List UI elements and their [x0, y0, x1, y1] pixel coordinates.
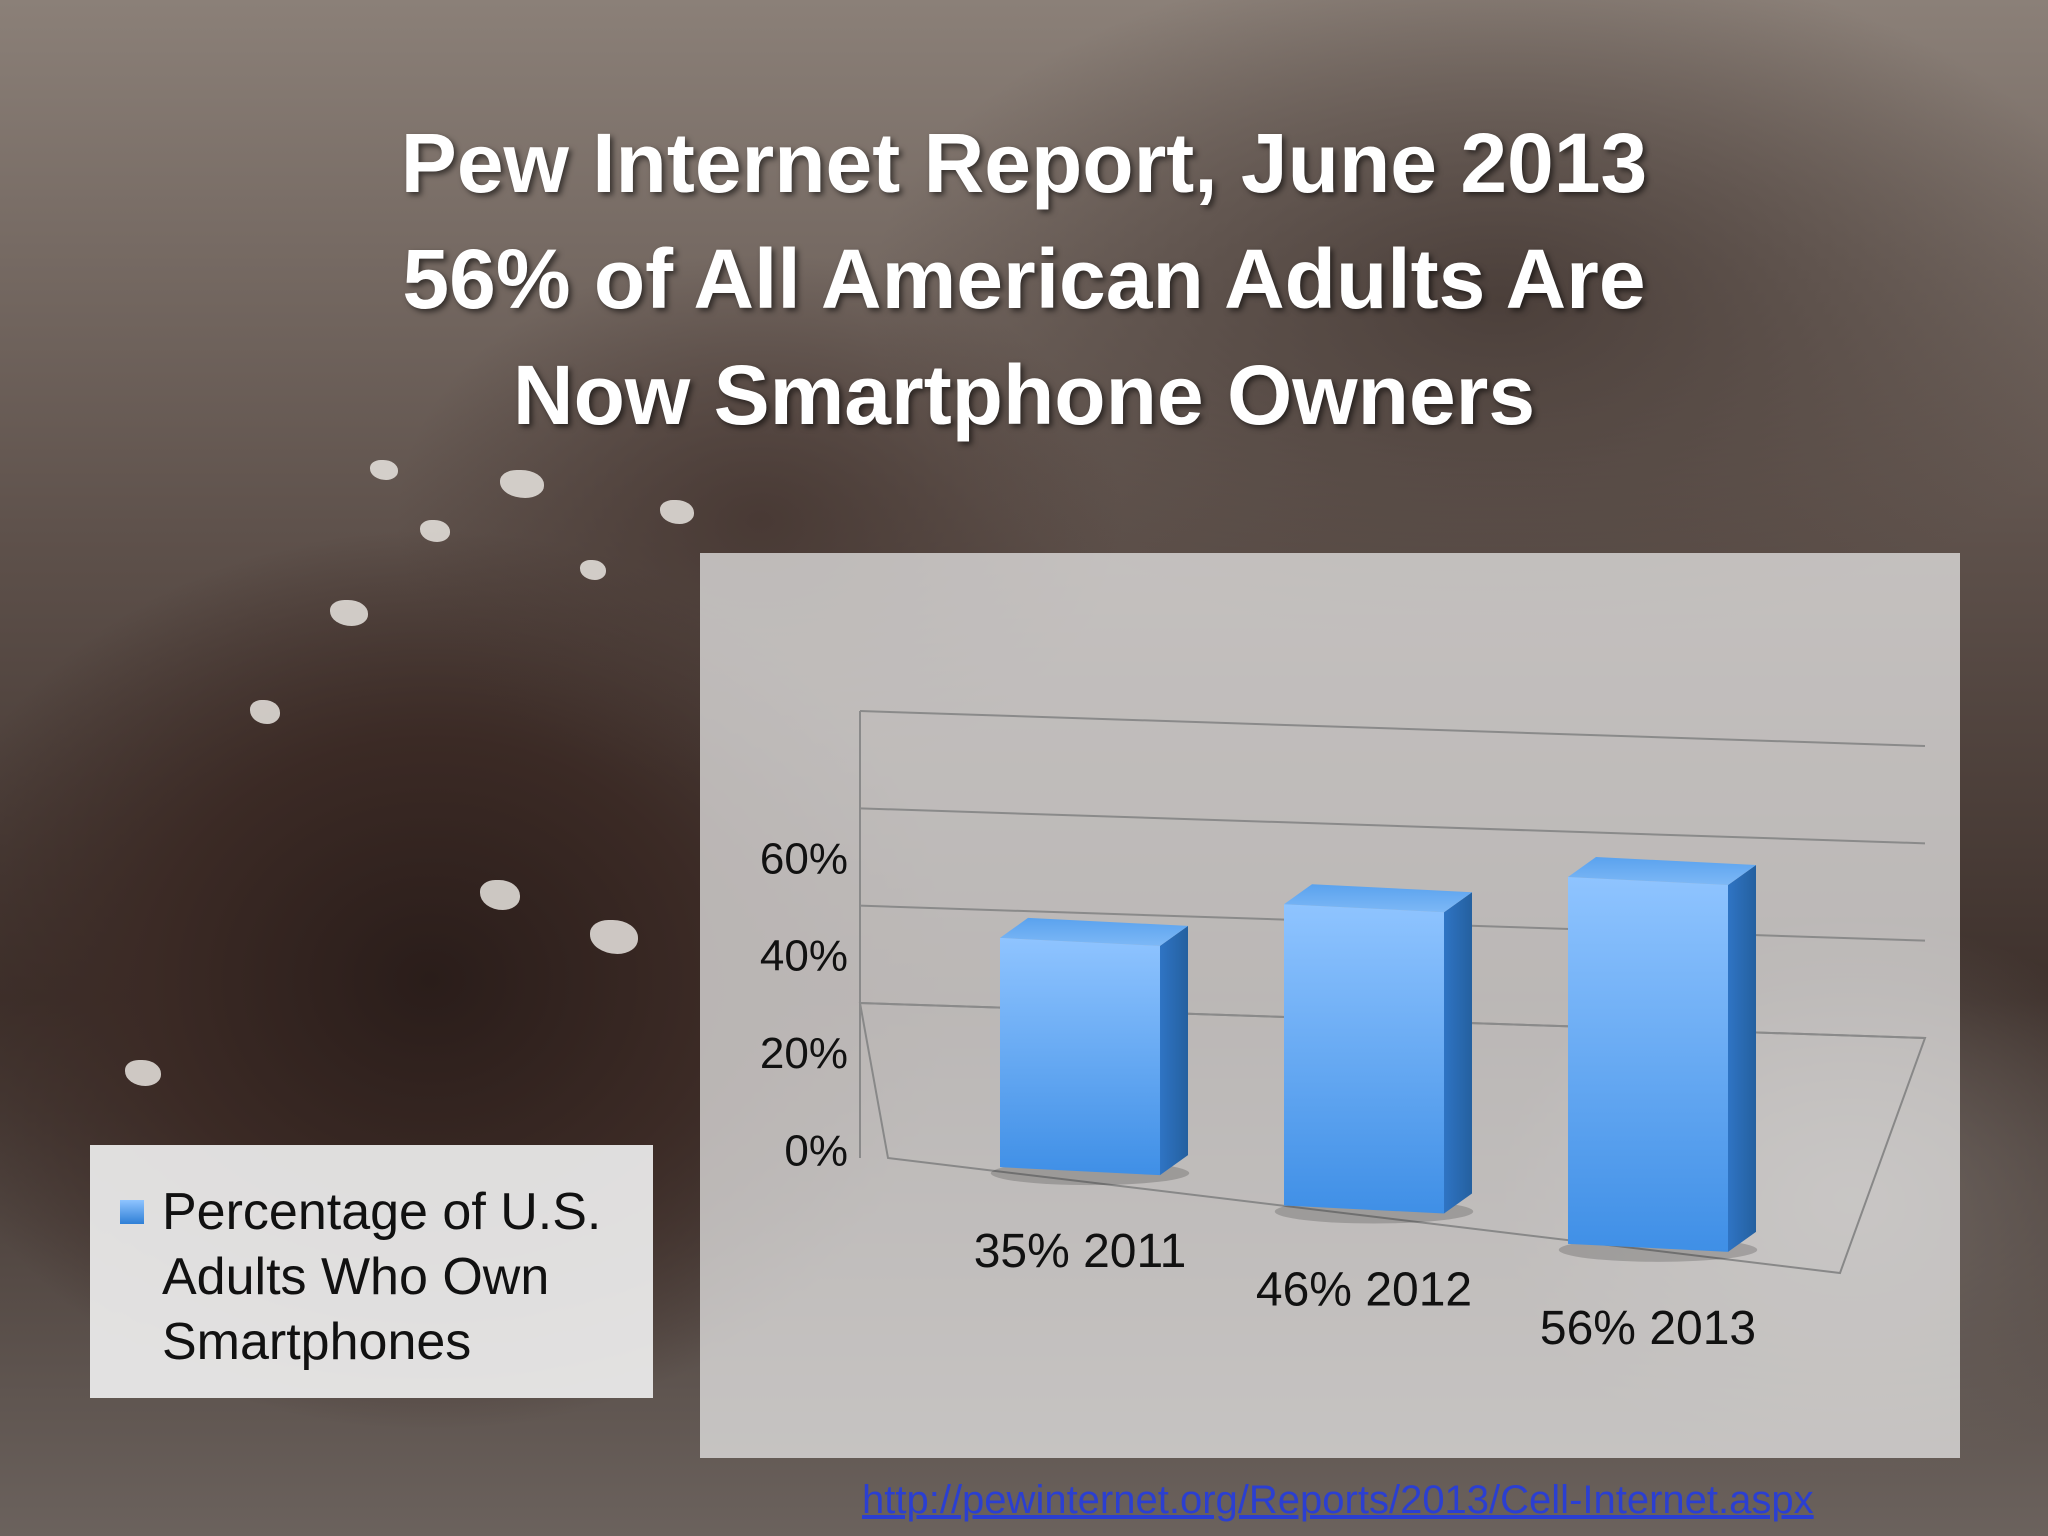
legend-label: Percentage of U.S. Adults Who Own Smartp… — [162, 1183, 602, 1371]
bars — [990, 857, 1758, 1262]
background-speck — [125, 1060, 161, 1086]
gridline — [859, 807, 1926, 845]
x-axis-labels: 35% 2011 46% 2012 56% 2013 — [974, 1225, 1756, 1355]
bar-front — [1284, 904, 1444, 1214]
background-speck — [480, 880, 520, 910]
bar-front — [1000, 937, 1160, 1176]
bar-side — [1444, 892, 1472, 1214]
y-tick-label: 40% — [760, 932, 848, 981]
background-speck — [250, 700, 280, 724]
y-tick-label: 60% — [760, 834, 848, 883]
source-link[interactable]: http://pewinternet.org/Reports/2013/Cell… — [862, 1478, 1814, 1522]
bar-top — [1000, 917, 1188, 946]
background-speck — [660, 500, 694, 524]
bar-chart: 0% 20% 40% 60% 35% 2011 46% 2012 56% 2013 — [760, 710, 1927, 1355]
title-line: 56% of All American Adults Are — [402, 232, 1646, 326]
bar — [1558, 857, 1758, 1262]
x-category-label: 46% 2012 — [1256, 1264, 1472, 1317]
slide-title: Pew Internet Report, June 2013 56% of Al… — [0, 105, 2048, 453]
y-tick-label: 20% — [760, 1029, 848, 1078]
y-tick-label: 0% — [784, 1126, 848, 1175]
background-speck — [330, 600, 368, 626]
bar-top — [1568, 857, 1756, 886]
bar-side — [1160, 925, 1188, 1176]
x-category-label: 56% 2013 — [1540, 1302, 1756, 1355]
legend-swatch — [120, 1200, 144, 1224]
gridline — [859, 710, 1926, 747]
background-speck — [420, 520, 450, 542]
background-speck — [370, 460, 398, 480]
bar-side — [1728, 865, 1756, 1252]
title-line: Pew Internet Report, June 2013 — [400, 116, 1648, 210]
bar — [990, 917, 1190, 1186]
bar-front — [1568, 877, 1728, 1252]
background-speck — [500, 470, 544, 498]
title-line: Now Smartphone Owners — [512, 348, 1536, 442]
background-speck — [580, 560, 606, 580]
x-category-label: 35% 2011 — [974, 1225, 1187, 1278]
bar — [1274, 884, 1474, 1224]
chart-legend: Percentage of U.S. Adults Who Own Smartp… — [90, 1145, 653, 1398]
background-speck — [590, 920, 638, 954]
y-axis-ticks: 0% 20% 40% 60% — [760, 834, 848, 1175]
bar-top — [1284, 884, 1472, 913]
